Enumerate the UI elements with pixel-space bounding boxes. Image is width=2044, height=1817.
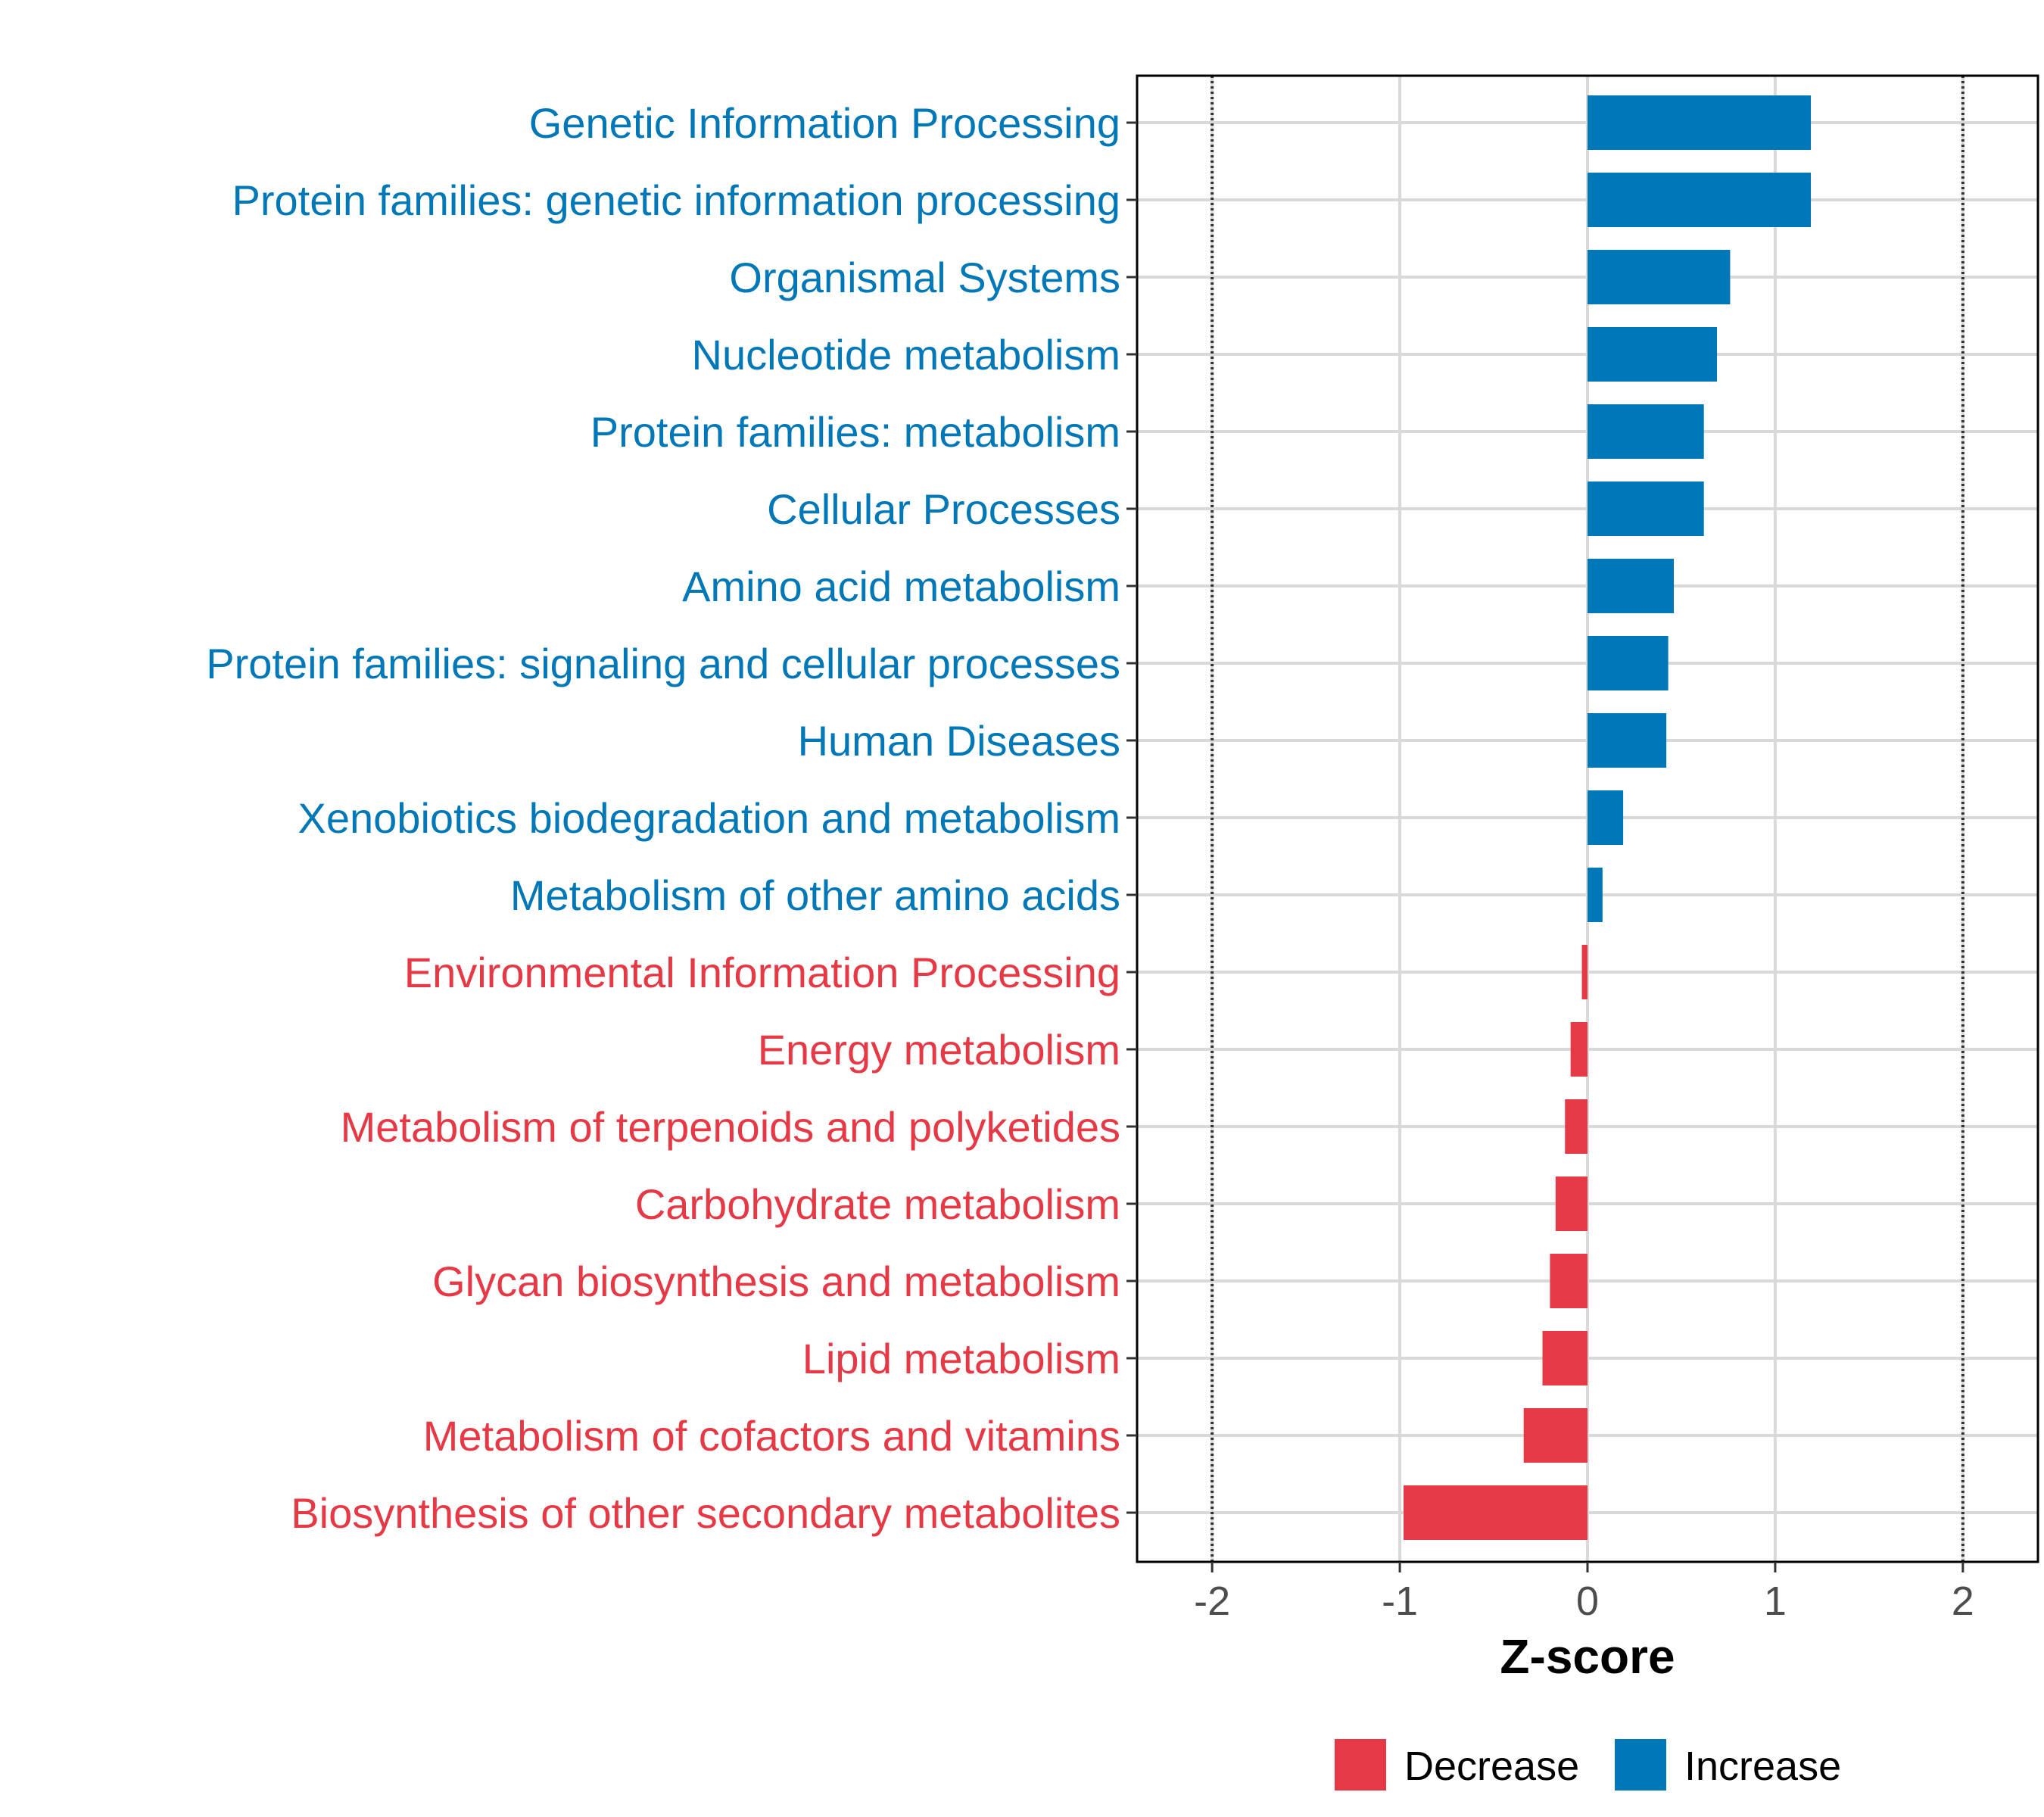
legend-label: Decrease	[1404, 1744, 1579, 1789]
bar	[1555, 1177, 1588, 1231]
category-label: Human Diseases	[798, 717, 1120, 765]
category-label: Genetic Information Processing	[529, 99, 1120, 147]
bars	[1404, 95, 1812, 1540]
x-tick-label: 0	[1576, 1579, 1599, 1624]
bar	[1550, 1254, 1588, 1308]
category-label: Protein families: genetic information pr…	[232, 176, 1120, 224]
bar	[1570, 1022, 1588, 1077]
bar	[1588, 250, 1731, 304]
category-label: Xenobiotics biodegradation and metabolis…	[298, 794, 1120, 842]
legend-label: Increase	[1684, 1744, 1841, 1789]
category-label: Metabolism of terpenoids and polyketides	[341, 1103, 1120, 1151]
x-axis-title: Z-score	[1500, 1629, 1675, 1684]
bar	[1588, 868, 1603, 922]
category-label: Biosynthesis of other secondary metaboli…	[291, 1489, 1120, 1537]
category-label: Amino acid metabolism	[682, 563, 1120, 610]
category-label: Metabolism of other amino acids	[510, 871, 1120, 919]
x-tick-label: -2	[1194, 1579, 1230, 1624]
bar	[1588, 95, 1812, 150]
x-tick-label: -1	[1382, 1579, 1418, 1624]
bar	[1588, 404, 1704, 459]
reference-lines	[1211, 76, 1965, 1562]
category-label: Nucleotide metabolism	[692, 331, 1120, 379]
legend-swatch	[1615, 1739, 1666, 1791]
category-label: Environmental Information Processing	[404, 949, 1120, 996]
category-label: Lipid metabolism	[802, 1335, 1120, 1382]
category-label: Energy metabolism	[758, 1026, 1120, 1074]
category-label: Cellular Processes	[767, 485, 1120, 533]
category-label: Metabolism of cofactors and vitamins	[423, 1412, 1120, 1460]
bar	[1404, 1485, 1588, 1540]
category-label: Carbohydrate metabolism	[635, 1180, 1120, 1228]
bar	[1588, 173, 1812, 227]
category-label: Organismal Systems	[729, 254, 1120, 301]
bar	[1588, 636, 1669, 690]
x-tick-label: 1	[1764, 1579, 1787, 1624]
category-label: Protein families: signaling and cellular…	[206, 640, 1120, 687]
bar	[1581, 945, 1588, 999]
bar	[1588, 482, 1704, 536]
bar	[1588, 790, 1624, 845]
bar	[1588, 327, 1718, 382]
x-axis-ticks: -2 -1 0 1 2	[1194, 1562, 1974, 1624]
x-tick-label: 2	[1952, 1579, 1974, 1624]
bar	[1542, 1331, 1588, 1385]
bar	[1523, 1408, 1588, 1463]
y-axis-ticks: Genetic Information Processing Protein fa…	[206, 99, 1137, 1537]
bar	[1588, 713, 1667, 768]
category-label: Protein families: metabolism	[590, 408, 1120, 456]
bar	[1588, 559, 1675, 613]
bar	[1565, 1099, 1588, 1154]
legend-swatch	[1335, 1739, 1386, 1791]
legend: Decrease Increase	[1335, 1739, 1841, 1791]
category-label: Glycan biosynthesis and metabolism	[432, 1258, 1120, 1305]
